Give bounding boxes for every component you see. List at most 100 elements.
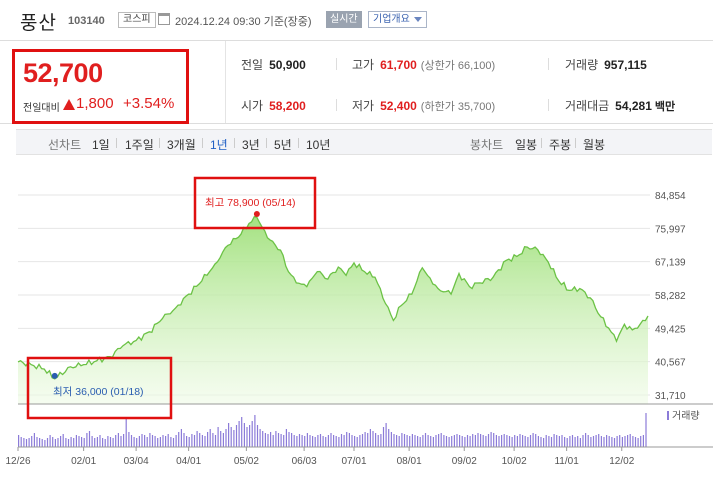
volume-bar: [243, 423, 245, 447]
volume-bar: [60, 436, 62, 447]
volume-bar: [322, 436, 324, 447]
volume-bar: [267, 434, 269, 447]
x-tick-label: 11/01: [554, 456, 579, 467]
company-info-dropdown[interactable]: 기업개요: [368, 11, 427, 28]
volume-bar: [590, 437, 592, 447]
volume-bar: [632, 436, 634, 447]
volume-bar: [191, 434, 193, 447]
candle-daily[interactable]: 일봉: [515, 138, 538, 152]
volume-legend-swatch: [667, 411, 669, 420]
period-1w[interactable]: 1주일: [125, 138, 154, 152]
volume-bar: [57, 438, 59, 447]
volume-bar: [527, 437, 529, 447]
period-3m[interactable]: 3개월: [167, 138, 196, 152]
volume-bar: [627, 435, 629, 447]
stat-volume: 거래량 957,115: [565, 56, 647, 73]
volume-bar: [474, 435, 476, 447]
candle-weekly[interactable]: 주봉: [549, 138, 572, 152]
stat-label: 거래대금: [565, 99, 610, 113]
price-chart[interactable]: 84,854 75,997 67,139 58,282 49,425 40,567 31,7…: [0, 157, 713, 488]
volume-bar: [275, 431, 277, 447]
volume-bar: [201, 435, 203, 447]
volume-bar: [587, 435, 589, 447]
stock-code: 103140: [68, 15, 105, 27]
volume-bar: [637, 438, 639, 447]
volume-bar: [128, 432, 130, 447]
volume-bar: [254, 415, 256, 447]
period-separator: [202, 138, 203, 148]
volume-bar: [640, 436, 642, 447]
volume-bar: [506, 435, 508, 447]
volume-bar: [443, 435, 445, 447]
stat-label: 거래량: [565, 58, 599, 72]
volume-bar: [78, 436, 80, 447]
x-tick-label: 06/03: [292, 456, 317, 467]
volume-bar: [183, 433, 185, 447]
volume-bar: [393, 434, 395, 447]
volume-bar: [125, 419, 127, 447]
change-amount: 1,800: [76, 95, 114, 112]
stat-trade-value: 거래대금 54,281 백만: [565, 97, 675, 114]
stat-label: 고가: [352, 58, 375, 72]
volume-bar: [440, 433, 442, 447]
volume-bar: [608, 436, 610, 447]
stat-unit: 백만: [654, 101, 676, 113]
volume-bar: [406, 435, 408, 447]
volume-bar: [359, 435, 361, 447]
period-10y[interactable]: 10년: [306, 138, 331, 152]
candle-monthly[interactable]: 월봉: [583, 138, 606, 152]
stat-open: 시가 58,200: [241, 97, 306, 114]
stock-header: 풍산 103140 코스피 2024.12.24 09:30 기준(장중) 실시…: [0, 0, 713, 40]
volume-bar: [482, 435, 484, 447]
volume-bar: [519, 434, 521, 447]
volume-bar: [212, 433, 214, 447]
volume-bar: [283, 435, 285, 447]
volume-bar: [149, 433, 151, 447]
period-selector-bar: 선차트 1일 1주일 3개월 1년 3년 5년 10년 봉차트 일봉 주봉 월봉: [16, 129, 712, 155]
summary-divider: [225, 41, 226, 123]
period-1y[interactable]: 1년: [210, 138, 228, 152]
volume-bar: [235, 425, 238, 447]
upper-limit: (상한가 66,100): [420, 60, 496, 72]
period-3y[interactable]: 3년: [242, 138, 260, 152]
low-annotation-box: [26, 356, 173, 420]
price-summary: 52,700 전일대비 1,800 +3.54% 전일 50,900 고가 61,7…: [0, 40, 713, 124]
volume-bar: [508, 436, 511, 447]
volume-bar: [346, 432, 348, 447]
volume-bar: [424, 433, 427, 447]
volume-bar: [73, 438, 75, 447]
volume-bar: [532, 433, 534, 447]
volume-bar: [569, 436, 571, 447]
volume-bar: [104, 439, 106, 447]
y-tick-label: 75,997: [655, 224, 686, 235]
period-1d[interactable]: 1일: [92, 138, 110, 152]
volume-bar: [180, 429, 182, 447]
current-price-box: 52,700 전일대비 1,800 +3.54%: [12, 49, 189, 124]
volume-bar: [220, 431, 222, 447]
volume-bar: [285, 429, 287, 447]
volume-bar: [501, 435, 503, 447]
volume-bar: [616, 436, 618, 447]
period-5y[interactable]: 5년: [274, 138, 292, 152]
period-separator: [234, 138, 235, 148]
volume-bar: [461, 436, 463, 447]
realtime-button[interactable]: 실시간: [326, 11, 362, 28]
price-line: [17, 215, 649, 380]
volume-bar: [196, 431, 198, 447]
volume-bar: [493, 433, 495, 447]
volume-bar: [606, 435, 608, 447]
volume-bar: [96, 437, 98, 447]
volume-bar: [645, 413, 647, 447]
volume-bar: [485, 436, 487, 447]
volume-bar: [86, 433, 88, 447]
x-tick-label: 03/04: [124, 456, 149, 467]
x-tick-label: 05/02: [234, 456, 259, 467]
volume-bar: [91, 436, 93, 447]
volume-bar: [314, 437, 316, 447]
volume-bar: [432, 437, 434, 447]
volume-bar: [417, 436, 419, 447]
price-chart-svg: 84,854 75,997 67,139 58,282 49,425 40,567 31,7…: [5, 176, 713, 467]
company-info-label: 기업개요: [373, 14, 410, 25]
volume-bar: [490, 432, 492, 447]
volume-bar: [296, 436, 298, 447]
